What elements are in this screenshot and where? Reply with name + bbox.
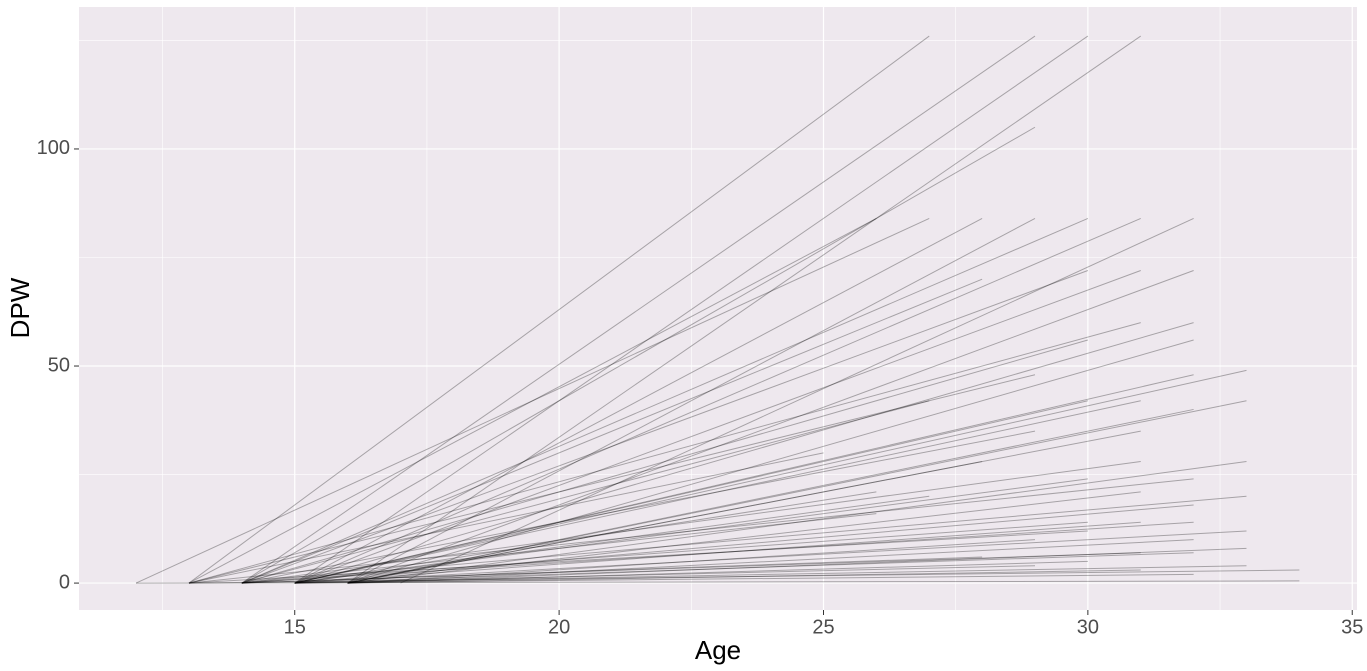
data-line [294,504,1194,584]
data-line [241,35,1036,584]
y-tick-label: 50 [48,354,70,376]
data-line [241,556,983,584]
data-line [241,513,877,584]
data-line [347,430,1141,584]
data-line [294,400,1141,584]
data-line [188,322,1141,584]
data-line [294,521,1141,584]
data-line [136,580,1300,584]
data-line [294,400,1088,584]
data-line [135,217,930,584]
data-line [294,478,1088,584]
data-line [188,569,1300,584]
x-tick-label: 15 [284,616,306,638]
y-tick-label: 100 [37,137,70,159]
x-tick-label: 30 [1077,616,1099,638]
data-line [347,270,1194,584]
data-line [241,339,1089,584]
data-line [241,521,1088,584]
panel [79,7,1357,610]
y-axis-title: DPW [5,277,35,338]
data-line [188,452,824,584]
data-line [347,569,1141,584]
data-line [294,573,1194,584]
data-line [188,478,1194,584]
data-line [188,217,877,584]
data-line [347,539,1036,584]
x-axis-title: Age [695,635,741,665]
data-line [294,217,1141,584]
data-line [241,495,1247,584]
data-line [188,35,930,584]
data-line [347,547,1247,584]
y-tick-label: 0 [59,571,70,593]
data-line [347,461,1247,584]
x-tick-label: 25 [812,616,834,638]
data-line [188,374,1036,584]
x-tick-label: 20 [548,616,570,638]
data-line [294,35,1089,584]
data-line [241,278,983,584]
data-line [241,521,1194,584]
data-line [294,495,930,584]
data-line [241,430,1036,584]
data-line [347,539,1194,584]
data-line [188,530,1088,584]
data-line [347,491,1141,584]
data-line [241,461,1141,584]
data-line [294,374,1194,584]
data-line [241,552,1141,584]
data-line [241,400,930,584]
x-tick-label: 35 [1341,616,1363,638]
data-line [294,552,1194,584]
data-line [294,565,1247,584]
data-line [347,461,983,584]
data-line [294,491,877,584]
data-line [347,400,1247,584]
data-line [347,35,1142,584]
data-line [294,369,1247,584]
data-line [294,270,1141,584]
data-line [347,339,1194,584]
data-line [294,322,1194,584]
data-line [294,217,983,584]
data-line [400,217,1194,584]
data-line [294,565,1036,584]
data-line [347,408,1194,584]
data-line [294,530,1247,584]
data-line [347,560,1088,584]
data-line [241,126,1036,584]
data-line [241,217,1089,584]
data-line [241,270,1089,584]
data-line [347,217,1036,584]
